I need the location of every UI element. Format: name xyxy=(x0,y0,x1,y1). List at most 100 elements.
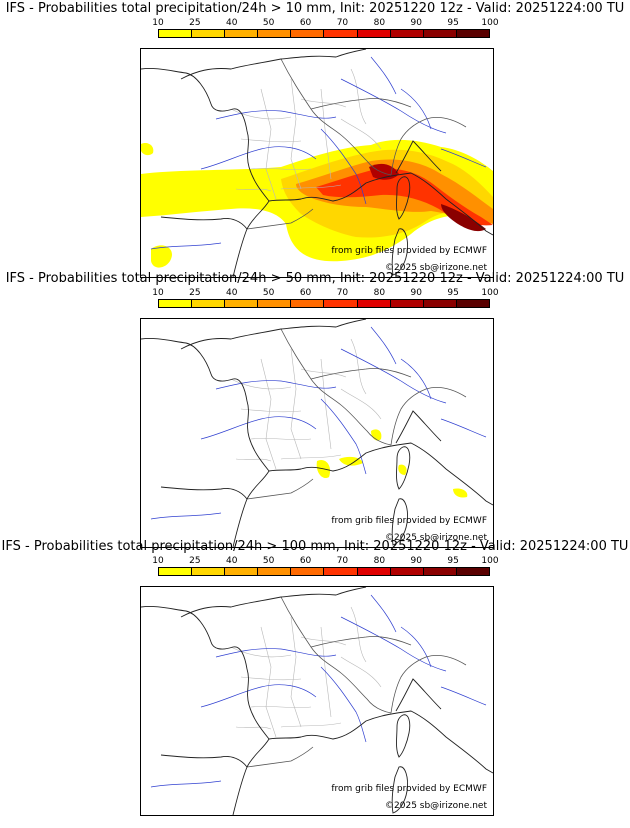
region-boundary xyxy=(235,726,272,730)
river-line xyxy=(400,88,432,130)
legend-tick-label: 25 xyxy=(189,288,201,298)
legend-color-swatch xyxy=(159,30,193,37)
forecast-panel-10mm: IFS - Probabilities total precipitation/… xyxy=(0,0,630,278)
river-line xyxy=(340,348,447,404)
precip-area-10pct xyxy=(398,464,407,475)
region-boundary xyxy=(350,338,367,395)
base-map-lines xyxy=(141,587,493,815)
coastline xyxy=(268,442,493,506)
coastline xyxy=(395,140,442,174)
region-boundary xyxy=(280,184,342,190)
country-border xyxy=(246,208,314,230)
region-boundary xyxy=(260,626,277,738)
legend-tick-label: 60 xyxy=(299,556,312,566)
river-line xyxy=(320,398,367,475)
legend-color-swatch xyxy=(291,568,325,575)
country-border xyxy=(310,98,412,110)
river-line xyxy=(200,684,317,708)
coastline xyxy=(268,172,493,236)
region-boundary xyxy=(320,626,332,718)
copyright-credit: ©2025 sb@irizone.net xyxy=(385,533,487,543)
region-boundary xyxy=(235,188,272,192)
river-line xyxy=(440,148,487,168)
precip-area-10pct-west xyxy=(151,245,172,268)
map-svg xyxy=(141,319,493,547)
river-line xyxy=(215,648,337,658)
legend-color-swatch xyxy=(324,300,358,307)
legend-tick-label: 10 xyxy=(152,18,164,28)
legend-tick-label: 25 xyxy=(189,556,201,566)
legend-tick-label: 40 xyxy=(226,556,238,566)
region-boundary xyxy=(230,646,292,658)
data-source-credit: from grib files provided by ECMWF xyxy=(331,246,487,256)
sardinia-outline xyxy=(391,498,408,546)
region-boundary xyxy=(230,378,292,390)
river-line xyxy=(150,512,222,520)
color-legend-bar xyxy=(158,567,490,576)
coastline xyxy=(160,216,248,230)
legend-color-swatch xyxy=(357,568,391,575)
legend-color-swatch xyxy=(390,568,424,575)
legend-tick-label: 50 xyxy=(262,288,275,298)
probability-map: from grib files provided by ECMWF ©2025 … xyxy=(140,48,494,278)
region-boundary xyxy=(290,616,302,728)
legend-tick-label: 90 xyxy=(410,18,422,28)
country-border xyxy=(280,58,392,176)
country-border xyxy=(390,655,467,714)
copyright-credit: ©2025 sb@irizone.net xyxy=(385,263,487,273)
region-boundary xyxy=(350,68,367,125)
legend-color-swatch xyxy=(291,30,325,37)
coastline xyxy=(268,710,493,774)
legend-tick-label: 60 xyxy=(299,288,312,298)
legend-color-swatch xyxy=(258,30,292,37)
region-boundary xyxy=(320,358,332,450)
precip-area-95pct xyxy=(441,204,486,232)
legend-tick-label: 100 xyxy=(481,18,499,28)
legend-color-swatch xyxy=(423,568,457,575)
legend-tick-label: 100 xyxy=(481,288,499,298)
country-border xyxy=(310,636,412,648)
river-line xyxy=(400,626,432,668)
legend-ticks: 10 25 40 50 60 70 80 90 95 100 xyxy=(152,556,498,566)
region-boundary xyxy=(340,656,382,688)
legend-color-swatch xyxy=(357,30,391,37)
country-border xyxy=(246,478,314,500)
river-line xyxy=(215,110,337,120)
country-border xyxy=(310,368,412,380)
legend-color-swatch xyxy=(324,568,358,575)
legend-color-swatch xyxy=(225,300,259,307)
legend-color-swatch xyxy=(159,300,193,307)
coastline xyxy=(141,606,270,815)
panel-title: IFS - Probabilities total precipitation/… xyxy=(1,539,629,554)
copyright-credit: ©2025 sb@irizone.net xyxy=(385,801,487,811)
river-line xyxy=(320,128,367,205)
region-boundary xyxy=(320,88,332,180)
river-line xyxy=(370,56,397,95)
coastline xyxy=(395,678,442,712)
region-boundary xyxy=(340,118,382,150)
legend-tick-label: 10 xyxy=(152,288,164,298)
probability-map: from grib files provided by ECMWF ©2025 … xyxy=(140,318,494,548)
base-map-lines xyxy=(141,319,493,547)
coastline xyxy=(160,754,248,768)
legend-color-swatch xyxy=(258,568,292,575)
legend-color-swatch xyxy=(390,30,424,37)
country-border xyxy=(280,596,392,714)
legend-color-swatch xyxy=(291,300,325,307)
region-boundary xyxy=(290,78,302,190)
corsica-outline xyxy=(396,446,411,490)
coastline xyxy=(180,587,367,618)
legend-color-swatch xyxy=(390,300,424,307)
legend-tick-label: 80 xyxy=(373,556,386,566)
legend-tick-label: 70 xyxy=(336,288,349,298)
legend-color-swatch xyxy=(258,300,292,307)
legend-tick-label: 60 xyxy=(299,18,312,28)
country-border xyxy=(390,387,467,446)
legend-color-swatch xyxy=(423,300,457,307)
region-boundary xyxy=(290,348,302,460)
coastline xyxy=(160,486,248,500)
legend-tick-label: 80 xyxy=(373,288,386,298)
precip-area-10pct xyxy=(371,429,382,441)
legend-color-swatch xyxy=(456,30,489,37)
legend-tick-label: 95 xyxy=(447,288,459,298)
